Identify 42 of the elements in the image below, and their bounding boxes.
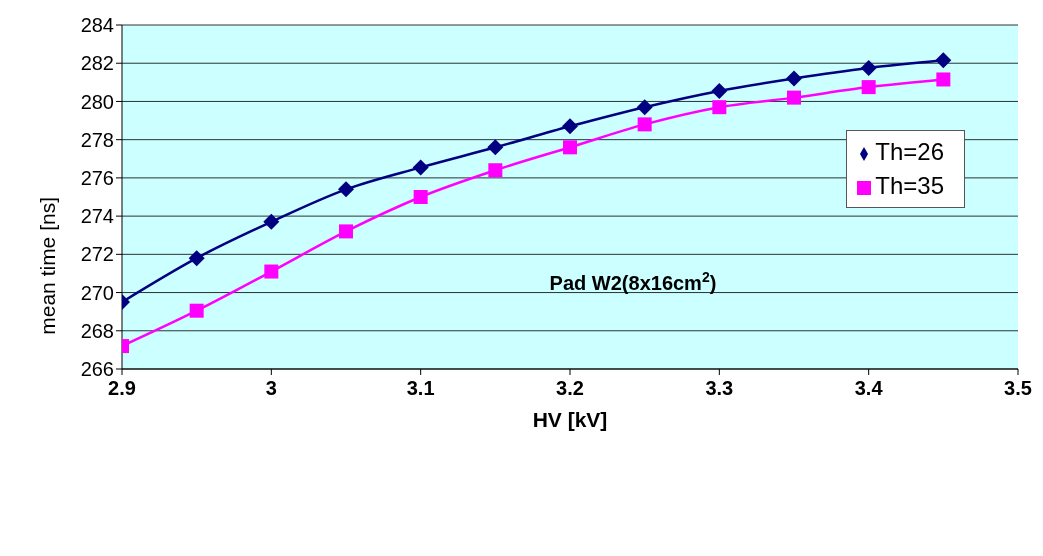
legend-label: Th=35 — [875, 172, 944, 199]
y-tick-label: 270 — [80, 281, 114, 304]
point — [711, 82, 728, 99]
x-tick-label: 3.3 — [705, 377, 734, 400]
y-tick-label: 278 — [80, 128, 114, 151]
point — [339, 224, 353, 239]
point — [637, 117, 652, 132]
y-tick-label: 268 — [80, 319, 114, 342]
point — [412, 159, 429, 176]
point — [860, 60, 877, 76]
point — [787, 90, 801, 105]
y-tick-label: 276 — [80, 166, 114, 189]
point — [563, 140, 577, 155]
point — [488, 163, 503, 178]
y-tick-label: 274 — [80, 205, 114, 228]
point — [487, 139, 504, 156]
point — [861, 80, 876, 95]
x-axis-title: HV [kV] — [532, 408, 608, 431]
point — [935, 52, 952, 69]
x-tick-label: 3.4 — [854, 377, 884, 400]
point — [264, 264, 279, 279]
x-tick-label: 3.5 — [1004, 377, 1032, 400]
point — [413, 190, 428, 204]
y-axis-title: mean time [ns] — [36, 197, 60, 335]
point — [712, 100, 727, 115]
x-tick-label: 3.1 — [406, 377, 435, 400]
legend-label: Th=26 — [875, 138, 944, 165]
x-tick-label: 3.2 — [556, 377, 584, 400]
x-tick-label: 3 — [265, 377, 277, 400]
y-tick-label: 280 — [80, 90, 114, 113]
point — [189, 303, 204, 318]
y-tick-label: 284 — [80, 14, 114, 37]
point — [263, 213, 280, 230]
annotation: Pad W2(8x16cm$^{2}$) — [549, 269, 717, 294]
y-tick-label: 282 — [80, 52, 114, 75]
point — [188, 250, 205, 267]
point — [562, 118, 578, 135]
point — [936, 72, 951, 87]
y-tick-label: 272 — [80, 243, 114, 266]
point — [338, 181, 354, 198]
point — [786, 70, 802, 87]
point — [636, 99, 653, 116]
